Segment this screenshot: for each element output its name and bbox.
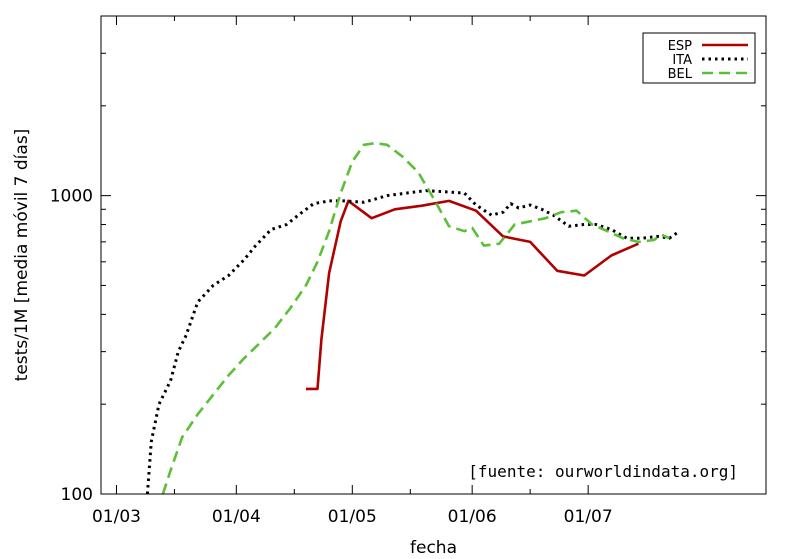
source-annotation: [fuente: ourworldindata.org] bbox=[468, 462, 738, 481]
series-line-esp bbox=[305, 199, 639, 391]
x-tick-label: 01/06 bbox=[448, 507, 497, 527]
legend-label-ita: ITA bbox=[672, 53, 692, 68]
y-tick-label: 100 bbox=[61, 485, 93, 505]
legend-label-bel: BEL bbox=[668, 67, 693, 82]
x-tick-label: 01/04 bbox=[212, 507, 261, 527]
plot-frame bbox=[100, 15, 767, 495]
series-layer bbox=[145, 141, 678, 494]
y-axis-title: tests/1M [media móvil 7 días] bbox=[12, 129, 32, 382]
x-tick-label: 01/07 bbox=[564, 507, 613, 527]
x-tick-label: 01/05 bbox=[328, 507, 377, 527]
legend-box bbox=[642, 32, 756, 84]
tick-labels: 01/03 01/04 01/05 01/06 01/07 100 1000 bbox=[50, 187, 613, 527]
x-axis-title: fecha bbox=[410, 538, 457, 558]
y-tick-label: 1000 bbox=[50, 187, 93, 207]
x-tick-label: 01/03 bbox=[92, 507, 141, 527]
legend-label-esp: ESP bbox=[668, 39, 692, 54]
series-line-bel bbox=[161, 141, 670, 494]
